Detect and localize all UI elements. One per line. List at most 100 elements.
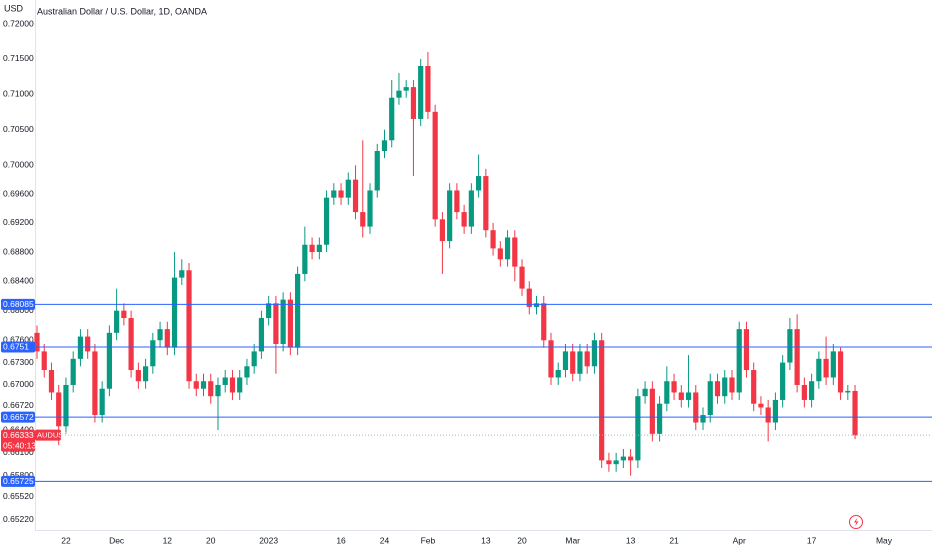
candle-body bbox=[809, 381, 815, 400]
candle-body bbox=[620, 456, 626, 461]
candle-body bbox=[295, 273, 301, 348]
candle-body bbox=[135, 370, 141, 382]
candle-body bbox=[222, 377, 228, 385]
candle-body bbox=[367, 190, 373, 227]
x-tick-label: 21 bbox=[669, 535, 679, 545]
candle-body bbox=[41, 351, 47, 371]
x-tick-label: 24 bbox=[380, 535, 390, 545]
candle-body bbox=[519, 266, 525, 289]
candle-body bbox=[92, 351, 98, 415]
x-tick-label: 2023 bbox=[259, 535, 278, 545]
y-tick-label: 0.71500 bbox=[3, 53, 34, 63]
candle-body bbox=[381, 140, 388, 152]
x-tick-label: 13 bbox=[626, 535, 636, 545]
candle-body bbox=[468, 190, 474, 227]
candle-body bbox=[678, 392, 684, 400]
y-tick-label: 0.67000 bbox=[3, 379, 34, 389]
candle-body bbox=[497, 248, 503, 260]
candle-body bbox=[461, 212, 467, 227]
y-tick-label: 0.68400 bbox=[3, 276, 34, 286]
candle-body bbox=[186, 270, 192, 382]
candle-body bbox=[591, 340, 598, 367]
candle-body bbox=[736, 329, 742, 393]
y-tick-label: 0.66400 bbox=[3, 424, 34, 434]
candle-body bbox=[157, 329, 163, 341]
candle-body bbox=[309, 244, 315, 253]
candle-body bbox=[649, 388, 655, 434]
level-label-box bbox=[1, 298, 35, 310]
candle-body bbox=[722, 377, 728, 397]
candle-body bbox=[266, 303, 272, 319]
level-label-box bbox=[1, 475, 35, 487]
candle-body bbox=[801, 384, 807, 400]
candle-body bbox=[171, 277, 178, 348]
candle-body bbox=[150, 340, 156, 367]
candle-body bbox=[229, 377, 236, 393]
candles bbox=[34, 51, 858, 476]
x-tick-label: Apr bbox=[733, 535, 746, 545]
candle-body bbox=[142, 366, 149, 382]
candle-body bbox=[403, 87, 409, 91]
candle-body bbox=[671, 381, 677, 393]
candle-body bbox=[273, 303, 279, 344]
candle-body bbox=[34, 332, 40, 352]
candle-body bbox=[780, 362, 786, 400]
level-label-box bbox=[1, 341, 35, 353]
y-tick-label: 0.67600 bbox=[3, 335, 34, 345]
candle-body bbox=[56, 392, 62, 427]
x-tick-label: Mar bbox=[565, 535, 580, 545]
candle-body bbox=[410, 87, 417, 119]
candle-body bbox=[193, 381, 199, 389]
candle-body bbox=[208, 381, 214, 397]
candle-body bbox=[823, 358, 829, 378]
candle-body bbox=[483, 176, 489, 231]
x-tick-label: 22 bbox=[61, 535, 71, 545]
candle-body bbox=[439, 219, 446, 242]
level-label-box bbox=[1, 411, 35, 423]
candle-body bbox=[425, 66, 431, 112]
candle-body bbox=[389, 97, 395, 141]
y-tick-label: 0.69200 bbox=[3, 217, 34, 227]
candle-body bbox=[635, 396, 641, 461]
levels: 0.68085 0.6751 0.66572 0.65725 0.6633305:40:… bbox=[1, 298, 932, 487]
candle-body bbox=[664, 381, 670, 404]
candle-body bbox=[454, 190, 460, 213]
candle-body bbox=[302, 244, 308, 274]
candle-body bbox=[541, 303, 547, 341]
candle-body bbox=[77, 336, 84, 359]
candle-body bbox=[475, 176, 482, 191]
candle-body bbox=[374, 151, 380, 191]
candle-body bbox=[316, 244, 322, 253]
candle-body bbox=[352, 179, 359, 213]
candle-body bbox=[237, 377, 243, 393]
symbol-label: AUDUSD bbox=[37, 431, 69, 440]
x-tick-label: 17 bbox=[807, 535, 817, 545]
level-label: 0.65725 bbox=[3, 476, 34, 486]
y-tick-label: 0.69600 bbox=[3, 188, 34, 198]
y-tick-label: 0.72000 bbox=[3, 18, 34, 28]
x-tick-label: 20 bbox=[517, 535, 527, 545]
candle-body bbox=[258, 318, 265, 352]
y-tick-label: 0.65800 bbox=[3, 470, 34, 480]
candle-body bbox=[338, 190, 344, 198]
quick-action-icon[interactable] bbox=[849, 515, 863, 529]
y-tick-label: 0.70000 bbox=[3, 160, 34, 170]
candle-body bbox=[714, 381, 721, 397]
last-price-label: 0.66333 bbox=[3, 430, 34, 440]
candle-body bbox=[606, 460, 612, 465]
time-axis: 22 Dec 12 20 2023 16 24 Feb 13 20 Mar 13 21 Apr 17 May bbox=[61, 535, 893, 545]
candle-body bbox=[570, 351, 576, 374]
y-tick-label: 0.66720 bbox=[3, 400, 34, 410]
candle-body bbox=[837, 351, 844, 393]
candle-body bbox=[164, 329, 170, 348]
candle-body bbox=[628, 456, 634, 461]
y-tick-label: 0.65520 bbox=[3, 491, 34, 501]
y-axis-label: USD bbox=[4, 3, 24, 13]
symbol-box bbox=[35, 429, 61, 441]
candle-body bbox=[70, 358, 76, 385]
price-axis: 0.72000 0.71500 0.71000 0.70500 0.70000 0.696… bbox=[3, 18, 34, 524]
candle-body bbox=[751, 370, 757, 404]
candle-body bbox=[447, 190, 453, 242]
candle-body bbox=[845, 390, 851, 393]
